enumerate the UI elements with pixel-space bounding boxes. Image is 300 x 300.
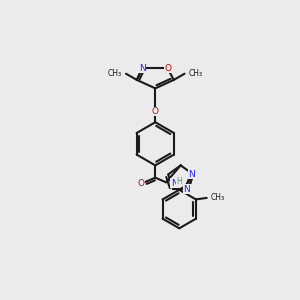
- Text: H: H: [176, 177, 182, 186]
- Text: N: N: [184, 184, 190, 194]
- Text: CH₃: CH₃: [188, 69, 203, 78]
- Text: N: N: [171, 178, 177, 188]
- Text: N: N: [188, 170, 195, 179]
- Text: O: O: [164, 64, 171, 73]
- Text: CH₃: CH₃: [211, 194, 225, 202]
- Text: CH₃: CH₃: [108, 69, 122, 78]
- Text: N: N: [139, 64, 146, 73]
- Text: O: O: [138, 179, 145, 188]
- Text: O: O: [152, 107, 159, 116]
